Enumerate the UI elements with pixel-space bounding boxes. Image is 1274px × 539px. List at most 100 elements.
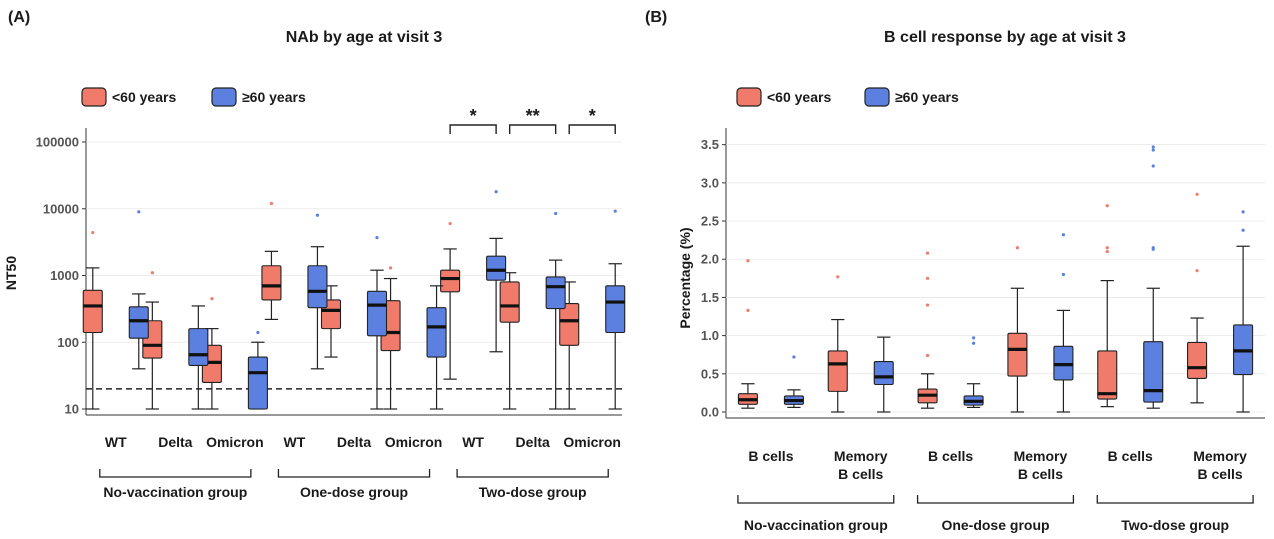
panel-a-significance-label: * [589, 106, 596, 126]
panel-a-box [188, 328, 209, 366]
legend-a-swatch-under60 [81, 87, 107, 107]
panel-b-box [873, 361, 894, 386]
panel-b-outlier-point [836, 275, 840, 279]
panel-a-significance-label: * [470, 106, 477, 126]
panel-b-outlier-point [971, 336, 976, 340]
panel-b-category-label: B cells [928, 448, 973, 464]
panel-a-category-label: Omicron [206, 434, 264, 450]
panel-b-category-label: B cells [1018, 466, 1063, 482]
panel-b-outlier-point [925, 276, 930, 280]
panel-b-legend: <60 years ≥60 years [736, 87, 959, 107]
panel-b-label: (B) [645, 9, 667, 26]
panel-b-group-bracket [737, 495, 895, 504]
panel-a-box [82, 289, 103, 334]
panel-b-y-tick-label: 3.0 [701, 175, 719, 190]
panel-a-y-tick-label: 1000 [50, 268, 79, 283]
panel-b-outlier-point [1195, 269, 1199, 273]
panel-b-outlier-point [1015, 246, 1020, 250]
legend-b-swatch-under60 [736, 87, 762, 107]
panel-a-group-label: No-vaccination group [103, 484, 247, 500]
panel-a-significance-label: ** [526, 106, 540, 126]
panel-a-box [366, 290, 388, 337]
panel-a-box [261, 265, 282, 301]
panel-a-outlier-point [91, 230, 95, 235]
panel-b-outlier-point [746, 308, 750, 313]
panel-b-outlier-point [792, 355, 796, 359]
panel-b-box [827, 350, 848, 392]
panel-b-box [1143, 341, 1164, 403]
panel-b-outlier-point [1241, 228, 1245, 232]
panel-a-significance-bracket [508, 124, 557, 134]
panel-b-outlier-point [925, 303, 930, 307]
panel-a-outlier-point [494, 190, 498, 194]
panel-b-box [1187, 341, 1208, 379]
panel-b-y-tick-label: 1.5 [701, 290, 719, 305]
panel-a-group-bracket [456, 469, 609, 478]
panel-a-significance-bracket [568, 124, 616, 134]
legend-a-swatch-over60 [211, 87, 237, 107]
panel-a-box [307, 265, 328, 309]
panel-a-box [605, 285, 626, 334]
panel-b-category-label: B cells [1108, 448, 1153, 464]
panel-a-box [128, 306, 149, 339]
panel-a-box [499, 281, 520, 323]
panel-a-outlier-point [554, 211, 558, 216]
panel-a-box [545, 276, 566, 310]
panel-a-label: (A) [8, 9, 30, 26]
panel-a-box [247, 356, 268, 410]
panel-a-category-label: Omicron [385, 434, 443, 450]
panel-a-outlier-point [388, 266, 393, 270]
panel-b-category-label: B cells [838, 466, 883, 482]
panel-a-box [486, 255, 507, 281]
panel-b-y-tick-label: 1.0 [701, 328, 719, 343]
panel-b-plot: 0.0 0.5 1.0 1.5 2.0 2.5 3.0 3.5 B cells Memory B c… [701, 128, 1265, 533]
panel-b-box [1097, 350, 1118, 400]
legend-b-label-over60: ≥60 years [895, 89, 959, 105]
panel-a-y-axis-label: NT50 [3, 256, 19, 290]
panel-b-outlier-point [971, 341, 976, 345]
panel-a-outlier-point [210, 297, 214, 301]
panel-b-outlier-point [1241, 210, 1245, 214]
panel-a-category-label: WT [284, 434, 306, 450]
panel-a-category-label: WT [105, 434, 127, 450]
panel-a-group-bracket [99, 469, 252, 478]
panel-b-outlier-point [1105, 204, 1109, 208]
panel-b-y-axis-label: Percentage (%) [677, 227, 693, 328]
panel-b-outlier-point [1105, 246, 1109, 250]
panel-a-category-label: Delta [158, 434, 192, 450]
panel-b-group-label: No-vaccination group [744, 517, 888, 533]
panel-a-outlier-point [256, 330, 260, 335]
panel-a-box [559, 302, 580, 346]
panel-a-outlier-point [150, 271, 154, 275]
legend-a-label-over60: ≥60 years [242, 89, 306, 105]
panel-a-legend: <60 years ≥60 years [81, 87, 306, 107]
panel-b-outlier-point [1151, 164, 1155, 168]
panel-b-title: B cell response by age at visit 3 [884, 29, 1126, 46]
panel-a-outlier-point [315, 213, 320, 217]
legend-b-label-under60: <60 years [767, 89, 831, 105]
panel-a-y-tick-label: 10 [65, 402, 79, 417]
panel-b-box [1007, 332, 1028, 377]
panel-b-outlier-point [1061, 272, 1066, 277]
panel-b-y-tick-label: 3.5 [701, 137, 719, 152]
panel-a-y-tick-label: 100000 [36, 135, 79, 150]
panel-b-outlier-point [925, 353, 930, 358]
panel-b-outlier-point [1195, 192, 1199, 196]
panel-b-outlier-point [1151, 246, 1155, 250]
panel-a-plot: 10 100 1000 10000 100000 WT Delta Omicron WT Delt… [36, 106, 626, 500]
panel-a-outlier-point [375, 235, 379, 240]
panel-b-outlier-point [1061, 233, 1066, 237]
legend-a-label-under60: <60 years [112, 89, 176, 105]
panel-a-outlier-point [613, 209, 617, 213]
panel-a-group-label: One-dose group [300, 484, 408, 500]
panel-b-outlier-point [925, 251, 930, 255]
legend-b-swatch-over60 [864, 87, 890, 107]
panel-b-group-label: Two-dose group [1121, 517, 1229, 533]
panel-b-category-label: Memory [1193, 448, 1247, 464]
panel-a-category-label: Delta [337, 434, 371, 450]
panel-a-category-label: WT [462, 434, 484, 450]
panel-a-group-bracket [277, 469, 431, 478]
panel-b-category-label: Memory [834, 448, 888, 464]
panel-b-outlier-point [1151, 145, 1155, 149]
